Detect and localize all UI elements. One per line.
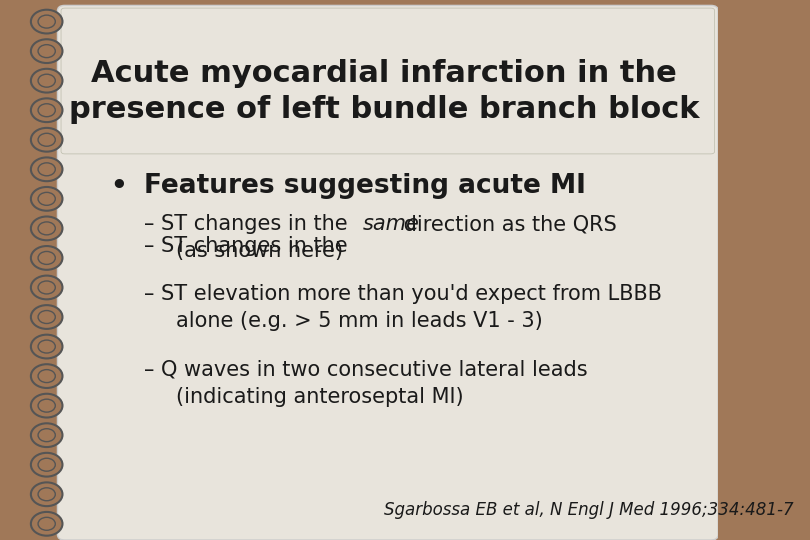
Circle shape — [31, 98, 62, 122]
Circle shape — [38, 429, 55, 442]
Text: – Q waves in two consecutive lateral leads: – Q waves in two consecutive lateral lea… — [143, 360, 587, 380]
Circle shape — [31, 217, 62, 240]
FancyBboxPatch shape — [61, 8, 714, 154]
Circle shape — [31, 394, 62, 417]
Circle shape — [31, 275, 62, 299]
Text: alone (e.g. > 5 mm in leads V1 - 3): alone (e.g. > 5 mm in leads V1 - 3) — [176, 311, 543, 332]
Circle shape — [31, 305, 62, 329]
Circle shape — [31, 364, 62, 388]
Circle shape — [31, 453, 62, 477]
Circle shape — [38, 310, 55, 323]
Circle shape — [38, 281, 55, 294]
Text: Features suggesting acute MI: Features suggesting acute MI — [143, 173, 586, 199]
Circle shape — [31, 158, 62, 181]
Circle shape — [38, 104, 55, 117]
Text: direction as the QRS: direction as the QRS — [397, 214, 617, 234]
Text: – ST elevation more than you'd expect from LBBB: – ST elevation more than you'd expect fr… — [143, 284, 662, 305]
Circle shape — [38, 517, 55, 530]
Circle shape — [31, 187, 62, 211]
Circle shape — [38, 133, 55, 146]
Text: Acute myocardial infarction in the
presence of left bundle branch block: Acute myocardial infarction in the prese… — [69, 59, 700, 124]
FancyBboxPatch shape — [58, 5, 718, 540]
Circle shape — [38, 163, 55, 176]
Circle shape — [31, 512, 62, 536]
Circle shape — [31, 423, 62, 447]
Circle shape — [38, 340, 55, 353]
Circle shape — [31, 10, 62, 33]
Circle shape — [38, 192, 55, 205]
Text: •: • — [109, 171, 128, 202]
Circle shape — [38, 458, 55, 471]
Circle shape — [38, 74, 55, 87]
Circle shape — [38, 45, 55, 58]
Circle shape — [31, 69, 62, 92]
Circle shape — [31, 482, 62, 506]
Circle shape — [31, 128, 62, 152]
Text: – ST changes in the: – ST changes in the — [143, 214, 354, 234]
Text: (as shown here): (as shown here) — [176, 241, 343, 261]
Text: Sgarbossa EB et al, N Engl J Med 1996;334:481-7: Sgarbossa EB et al, N Engl J Med 1996;33… — [384, 501, 794, 519]
Circle shape — [38, 488, 55, 501]
Text: – ST changes in the: – ST changes in the — [143, 235, 354, 256]
Circle shape — [31, 246, 62, 270]
Circle shape — [31, 39, 62, 63]
Circle shape — [38, 399, 55, 412]
Text: (indicating anteroseptal MI): (indicating anteroseptal MI) — [176, 387, 463, 407]
Circle shape — [38, 222, 55, 235]
Circle shape — [31, 335, 62, 359]
Circle shape — [38, 369, 55, 382]
Circle shape — [38, 15, 55, 28]
Circle shape — [38, 252, 55, 265]
Text: same: same — [363, 214, 420, 234]
